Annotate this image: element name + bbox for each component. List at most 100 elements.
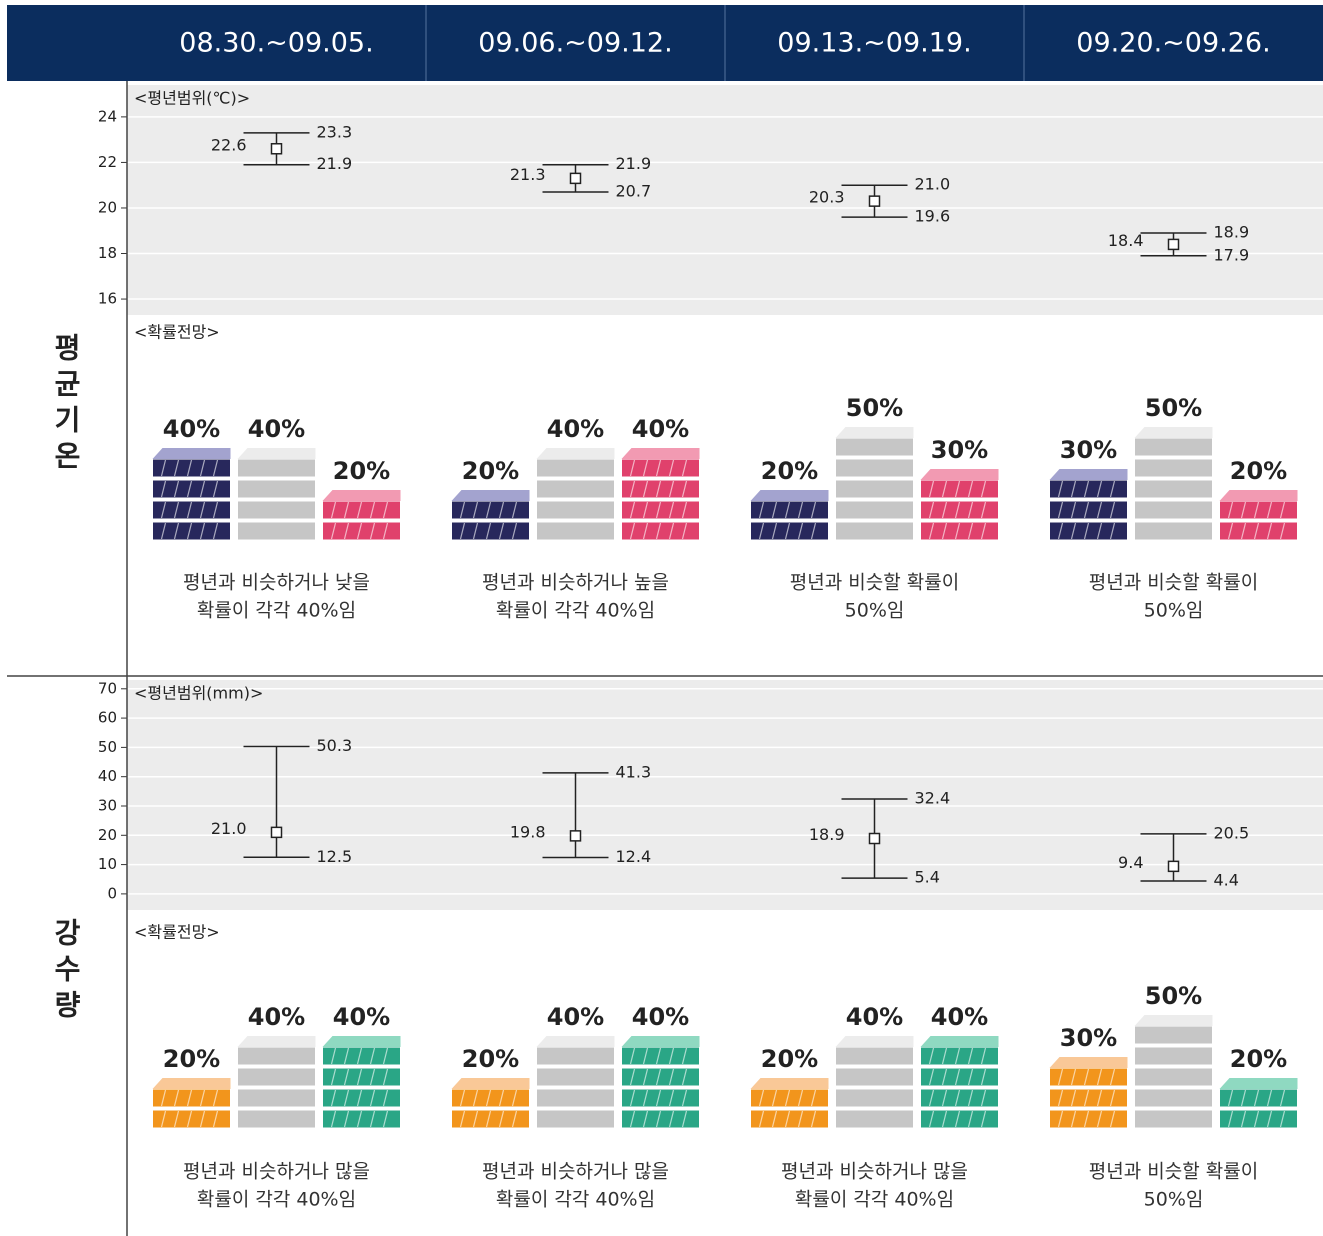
block-stripe bbox=[681, 459, 688, 477]
block-stripe bbox=[369, 1068, 376, 1086]
outlook-text: 확률이 각각 40%임 bbox=[197, 1189, 356, 1211]
stack-block bbox=[237, 500, 316, 520]
block-stripe bbox=[485, 522, 492, 540]
stack-block bbox=[322, 521, 401, 541]
stack-top bbox=[1049, 1057, 1128, 1068]
range-mean bbox=[569, 830, 582, 842]
percent-label: 30% bbox=[931, 436, 988, 464]
block-stripe bbox=[1057, 1068, 1064, 1086]
outlook-label: <확률전망> bbox=[134, 923, 220, 942]
block-stripe bbox=[382, 1089, 389, 1107]
stack-block bbox=[451, 1109, 530, 1129]
probability-stack bbox=[920, 1036, 999, 1129]
stack-block bbox=[322, 1088, 401, 1108]
probability-stack bbox=[1049, 1057, 1128, 1129]
block-stripe bbox=[498, 501, 505, 519]
block-stripe bbox=[1266, 1110, 1273, 1128]
block-stripe bbox=[928, 480, 935, 498]
stack-block bbox=[1134, 437, 1213, 457]
block-stripe bbox=[655, 480, 662, 498]
low-label: 12.5 bbox=[317, 847, 353, 866]
range-mean bbox=[270, 826, 283, 839]
stack-top bbox=[1219, 1078, 1298, 1089]
stack-block bbox=[1134, 1088, 1213, 1108]
low-label: 17.9 bbox=[1214, 245, 1250, 264]
block-stripe bbox=[369, 1047, 376, 1065]
block-stripe bbox=[1240, 501, 1247, 519]
mean-label: 9.4 bbox=[1118, 853, 1143, 872]
block-stripe bbox=[511, 522, 518, 540]
stack-block bbox=[237, 479, 316, 499]
block-stripe bbox=[681, 1068, 688, 1086]
block-stripe bbox=[980, 1110, 987, 1128]
stack-block bbox=[536, 1067, 615, 1087]
block-stripe bbox=[212, 522, 219, 540]
block-stripe bbox=[1279, 1110, 1286, 1128]
block-stripe bbox=[655, 1110, 662, 1128]
range-mean bbox=[1167, 860, 1180, 873]
section-title: 강수량 bbox=[50, 918, 83, 1026]
stack-top bbox=[750, 1078, 829, 1089]
block-stripe bbox=[511, 501, 518, 519]
stack-top bbox=[237, 448, 316, 459]
block-stripe bbox=[1279, 501, 1286, 519]
outlook-text: 50%임 bbox=[1144, 600, 1204, 622]
block-stripe bbox=[382, 1047, 389, 1065]
mean-label: 18.4 bbox=[1108, 231, 1144, 250]
block-stripe bbox=[797, 501, 804, 519]
block-stripe bbox=[382, 501, 389, 519]
range-chart-bg bbox=[127, 85, 1323, 315]
stack-block bbox=[621, 479, 700, 499]
stack-block bbox=[536, 1109, 615, 1129]
block-stripe bbox=[459, 1110, 466, 1128]
block-stripe bbox=[629, 1068, 636, 1086]
outlook-text: 확률이 각각 40%임 bbox=[496, 600, 655, 622]
probability-stack bbox=[750, 1078, 829, 1129]
percent-label: 40% bbox=[163, 415, 220, 443]
mean-label: 20.3 bbox=[809, 188, 845, 207]
block-stripe bbox=[980, 480, 987, 498]
block-stripe bbox=[186, 1110, 193, 1128]
stack-block bbox=[835, 521, 914, 541]
outlook-text: 50%임 bbox=[1144, 1189, 1204, 1211]
block-stripe bbox=[967, 522, 974, 540]
block-stripe bbox=[797, 1089, 804, 1107]
block-stripe bbox=[629, 480, 636, 498]
header-bar bbox=[7, 5, 1323, 81]
block-stripe bbox=[369, 501, 376, 519]
block-stripe bbox=[356, 522, 363, 540]
mean-label: 21.0 bbox=[211, 819, 247, 838]
stack-block bbox=[536, 500, 615, 520]
stack-block bbox=[1134, 1025, 1213, 1045]
stack-top bbox=[322, 1036, 401, 1047]
block-stripe bbox=[160, 459, 167, 477]
block-stripe bbox=[1070, 480, 1077, 498]
percent-label: 40% bbox=[846, 1003, 903, 1031]
outlook-text: 평년과 비슷할 확률이 bbox=[1089, 1161, 1258, 1183]
block-stripe bbox=[343, 1047, 350, 1065]
stack-block bbox=[536, 521, 615, 541]
block-stripe bbox=[160, 1089, 167, 1107]
y-tick-label: 10 bbox=[98, 855, 117, 873]
block-stripe bbox=[642, 1110, 649, 1128]
block-stripe bbox=[642, 1089, 649, 1107]
block-stripe bbox=[369, 1110, 376, 1128]
block-stripe bbox=[1096, 480, 1103, 498]
probability-stack bbox=[1134, 1015, 1213, 1129]
block-stripe bbox=[160, 522, 167, 540]
stack-block bbox=[152, 500, 231, 520]
percent-label: 30% bbox=[1060, 1024, 1117, 1052]
stack-block bbox=[621, 1088, 700, 1108]
block-stripe bbox=[1109, 1110, 1116, 1128]
stack-top bbox=[536, 1036, 615, 1047]
block-stripe bbox=[967, 480, 974, 498]
block-stripe bbox=[1096, 501, 1103, 519]
stack-block bbox=[750, 521, 829, 541]
block-stripe bbox=[1096, 1110, 1103, 1128]
block-stripe bbox=[343, 1110, 350, 1128]
block-stripe bbox=[459, 501, 466, 519]
block-stripe bbox=[980, 522, 987, 540]
block-stripe bbox=[459, 1089, 466, 1107]
block-stripe bbox=[980, 1068, 987, 1086]
block-stripe bbox=[771, 1089, 778, 1107]
